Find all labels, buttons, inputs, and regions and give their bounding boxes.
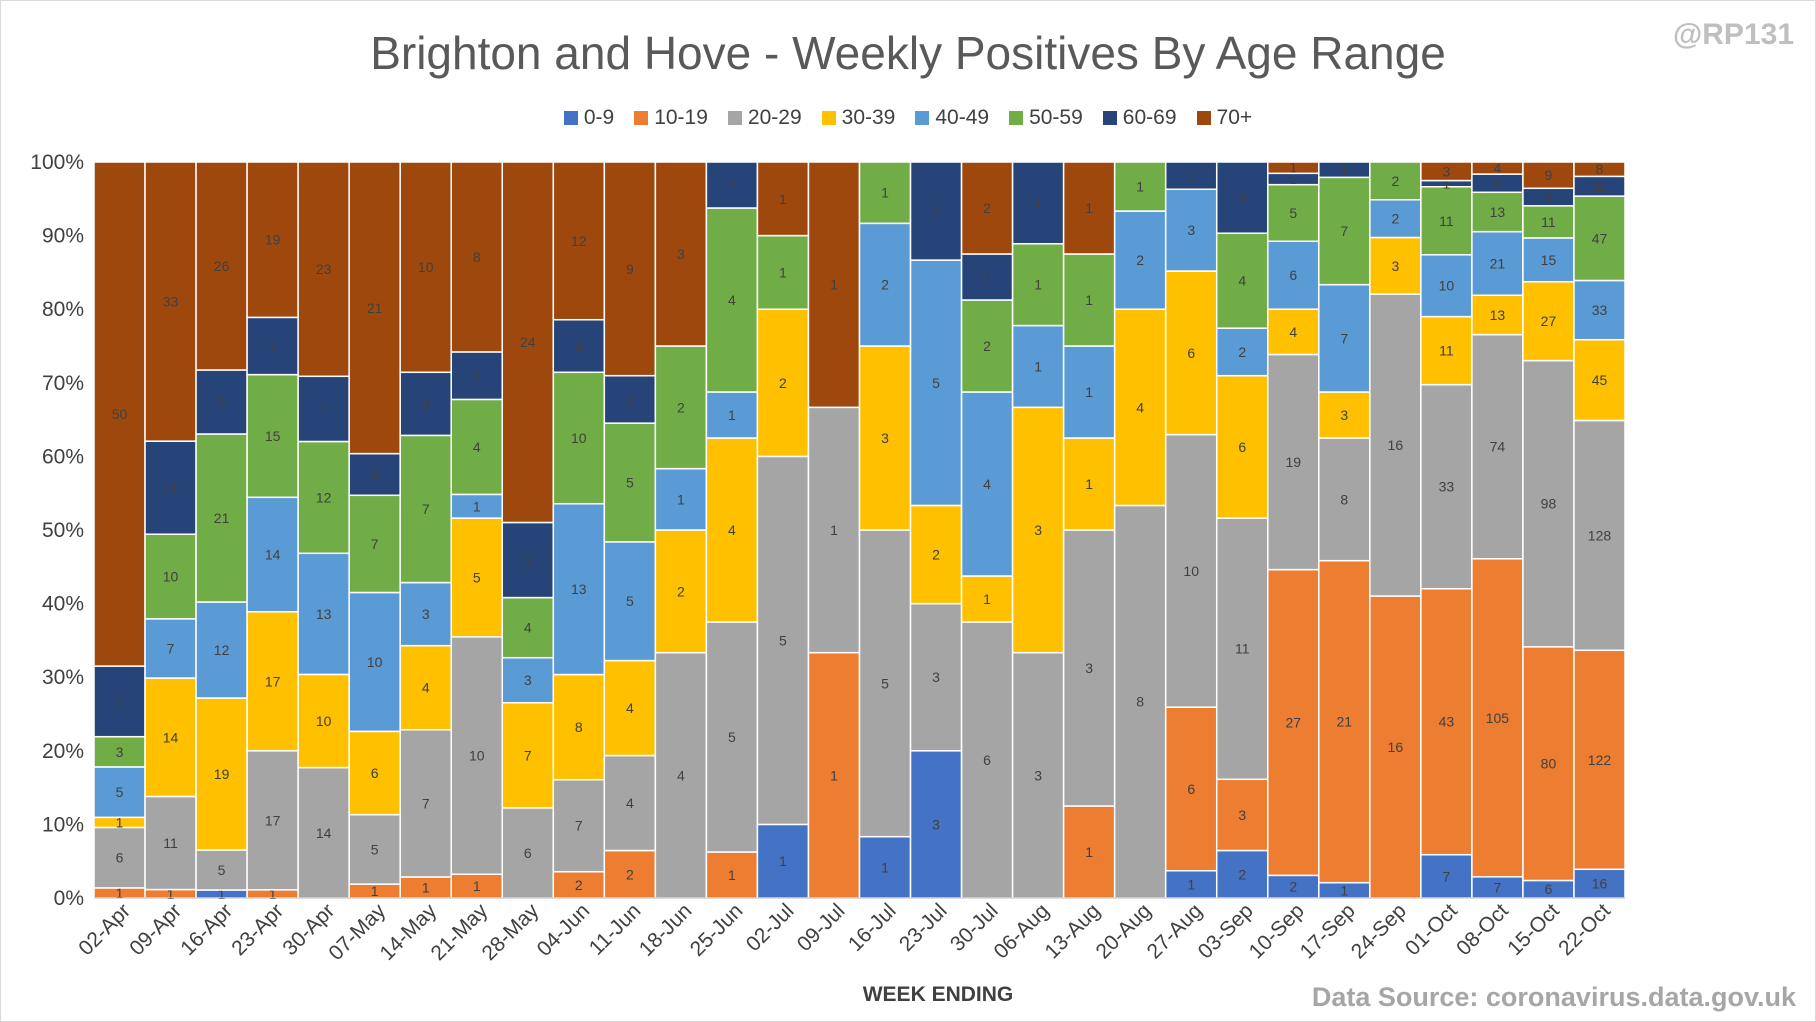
legend-item: 0-9 <box>563 106 615 130</box>
data-source: Data Source: coronavirus.data.gov.uk <box>1311 982 1796 1012</box>
legend-item: 50-59 <box>1009 106 1083 130</box>
legend-item: 40-49 <box>915 106 989 130</box>
legend-label: 20-29 <box>747 106 802 129</box>
legend-label: 0-9 <box>583 106 615 129</box>
legend-label: 70+ <box>1216 106 1253 129</box>
chart-title: Brighton and Hove - Weekly Positives By … <box>370 27 1446 79</box>
legend-swatch <box>821 111 836 125</box>
x-axis-label: WEEK ENDING <box>862 983 1014 1006</box>
legend-item: 20-29 <box>727 106 802 130</box>
legend-swatch <box>915 111 930 125</box>
legend-item: 10-19 <box>634 106 708 130</box>
legend-swatch <box>1102 111 1117 125</box>
legend-item: 60-69 <box>1102 106 1177 130</box>
legend-swatch <box>563 111 578 125</box>
legend-label: 10-19 <box>654 106 708 129</box>
legend-label: 30-39 <box>841 106 896 129</box>
legend-label: 40-49 <box>935 106 990 129</box>
legend-swatch <box>1009 111 1024 125</box>
legend-label: 50-59 <box>1029 106 1083 129</box>
legend-swatch <box>634 111 649 125</box>
author-handle: @RP131 <box>1673 18 1794 51</box>
legend-label: 60-69 <box>1122 106 1177 129</box>
legend-item: 30-39 <box>821 106 896 130</box>
chart-legend: 0-9 10-19 20-29 30-39 40-49 50-59 60-69 70+ <box>0 106 1816 130</box>
legend-swatch <box>1196 111 1211 125</box>
legend-swatch <box>727 111 742 125</box>
legend-item: 70+ <box>1196 106 1253 130</box>
